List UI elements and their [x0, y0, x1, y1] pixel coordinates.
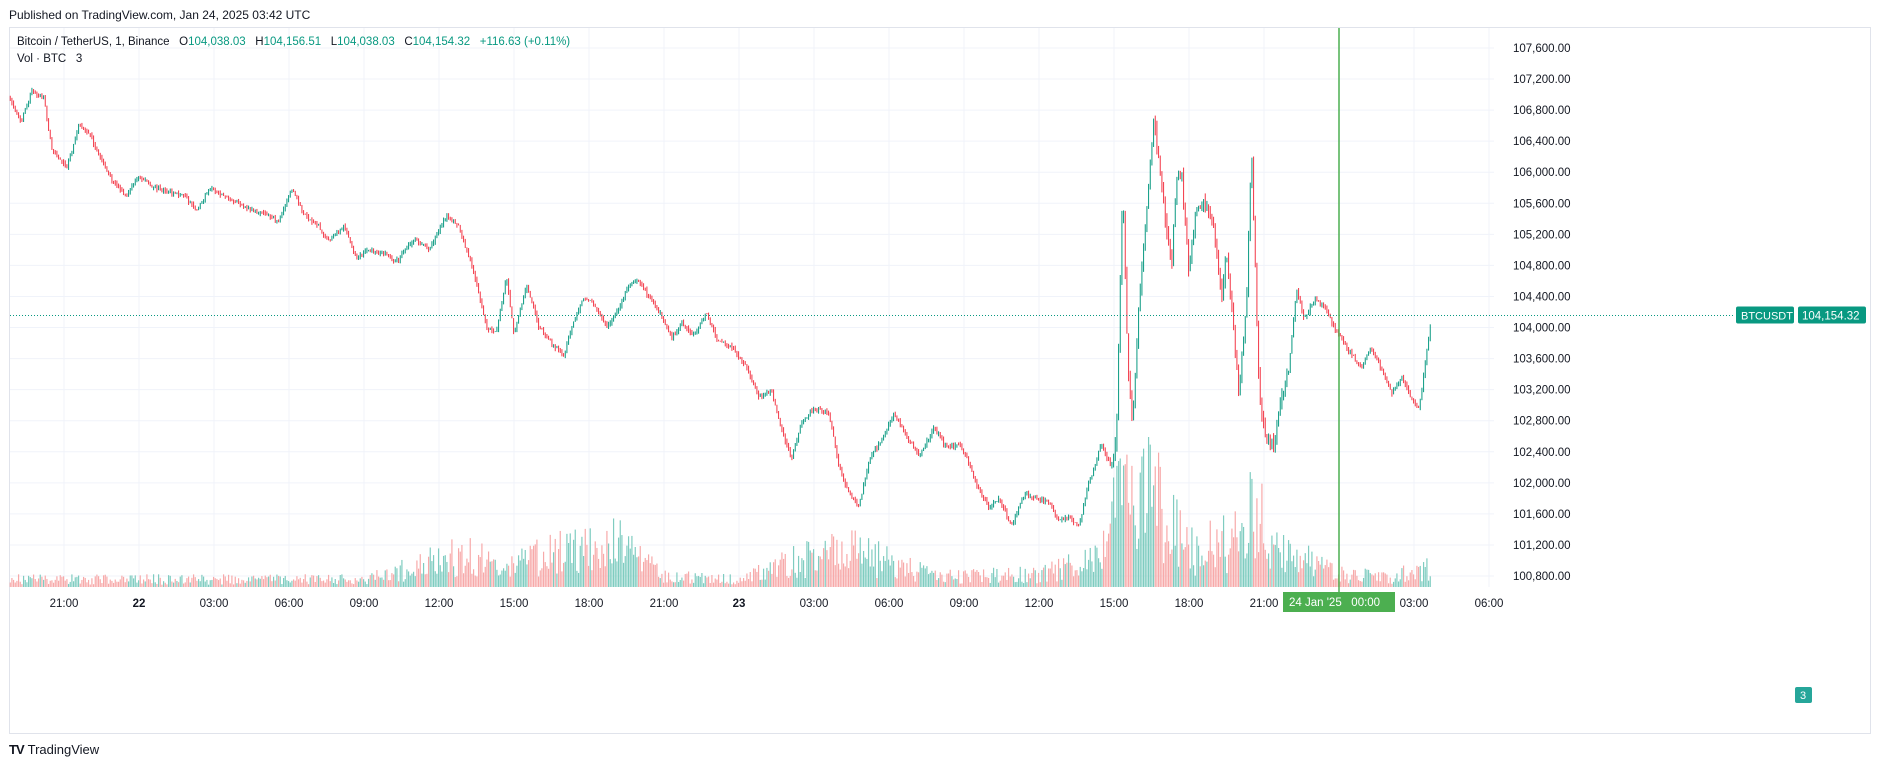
x-tick-label-7: 18:00	[575, 598, 604, 610]
change-value: +116.63 (+0.11%)	[479, 36, 571, 48]
low-value: 104,038.03	[337, 36, 395, 48]
volume-legend: Vol · BTC 3	[17, 53, 82, 65]
price-chart[interactable]: 100,800.00 101,200.00 101,600.00 102,000.00…	[0, 0, 1882, 740]
time-axis[interactable]: 21:00 22 03:00 06:00 09:00 12:00 15:00 18:00 21:…	[50, 598, 1504, 610]
x-tick-label-18: 06:00	[1475, 598, 1504, 610]
open-value: 104,038.03	[188, 36, 246, 48]
symbol-badge-label: BTCUSDT	[1741, 311, 1793, 323]
y-tick-label-13: 106,000.00	[1513, 167, 1571, 179]
volume-label[interactable]: Vol · BTC	[17, 53, 67, 65]
crosshair-time-label: 24 Jan '25 00:00	[1289, 597, 1380, 609]
volume-badge-label: 3	[1800, 690, 1806, 702]
footer-brand: TV TradingView	[9, 742, 99, 757]
x-tick-label-13: 12:00	[1025, 598, 1054, 610]
chart-frame	[9, 27, 1871, 734]
volume-badge: 3	[1795, 687, 1812, 703]
tradingview-logo-icon: TV	[9, 742, 25, 757]
y-tick-label-4: 102,400.00	[1513, 447, 1571, 459]
y-tick-label-12: 105,600.00	[1513, 198, 1571, 210]
y-tick-label-5: 102,800.00	[1513, 416, 1571, 428]
candles	[9, 87, 1431, 527]
y-tick-label-0: 100,800.00	[1513, 571, 1571, 583]
low-label: L	[330, 36, 338, 48]
y-tick-label-2: 101,600.00	[1513, 509, 1571, 521]
y-tick-label-15: 106,800.00	[1513, 105, 1571, 117]
volume-bars	[9, 437, 1431, 587]
volume-value: 3	[75, 53, 83, 65]
x-tick-label-1: 22	[133, 598, 146, 610]
x-tick-label-5: 12:00	[425, 598, 454, 610]
y-tick-label-7: 103,600.00	[1513, 354, 1571, 366]
y-tick-label-10: 104,800.00	[1513, 260, 1571, 272]
brand-name: TradingView	[27, 742, 100, 757]
y-tick-label-8: 104,000.00	[1513, 323, 1571, 335]
x-tick-label-10: 03:00	[800, 598, 829, 610]
high-label: H	[255, 36, 264, 48]
y-tick-label-14: 106,400.00	[1513, 136, 1571, 148]
price-axis[interactable]: 100,800.00 101,200.00 101,600.00 102,000.00…	[1513, 43, 1571, 583]
last-price-badge: 104,154.32	[1798, 306, 1866, 324]
symbol-title[interactable]: Bitcoin / TetherUS, 1, Binance	[17, 36, 170, 48]
x-tick-label-14: 15:00	[1100, 598, 1129, 610]
x-tick-label-3: 06:00	[275, 598, 304, 610]
x-tick-label-15: 18:00	[1175, 598, 1204, 610]
grid	[10, 28, 1494, 587]
published-note: Published on TradingView.com, Jan 24, 20…	[9, 8, 311, 22]
y-tick-label-3: 102,000.00	[1513, 478, 1571, 490]
y-tick-label-6: 103,200.00	[1513, 385, 1571, 397]
crosshair-time-badge: 24 Jan '25 00:00	[1283, 592, 1395, 612]
close-value: 104,154.32	[412, 36, 471, 48]
y-tick-label-11: 105,200.00	[1513, 229, 1571, 241]
x-tick-label-16: 21:00	[1250, 598, 1279, 610]
y-tick-label-17: 107,600.00	[1513, 43, 1571, 55]
x-tick-label-17: 03:00	[1400, 598, 1429, 610]
symbol-badge: BTCUSDT	[1736, 306, 1794, 324]
x-tick-label-6: 15:00	[500, 598, 529, 610]
x-tick-label-9: 23	[733, 598, 746, 610]
open-label: O	[179, 36, 189, 48]
x-tick-label-2: 03:00	[200, 598, 229, 610]
y-tick-label-16: 107,200.00	[1513, 74, 1571, 86]
y-tick-label-1: 101,200.00	[1513, 540, 1571, 552]
ohlc-legend: Bitcoin / TetherUS, 1, Binance O104,038.…	[17, 36, 570, 48]
y-tick-label-9: 104,400.00	[1513, 291, 1571, 303]
x-tick-label-4: 09:00	[350, 598, 379, 610]
close-label: C	[404, 36, 413, 48]
x-tick-label-12: 09:00	[950, 598, 979, 610]
high-value: 104,156.51	[263, 36, 322, 48]
x-tick-label-11: 06:00	[875, 598, 904, 610]
x-tick-label-8: 21:00	[650, 598, 679, 610]
last-price-label: 104,154.32	[1802, 311, 1860, 323]
x-tick-label-0: 21:00	[50, 598, 79, 610]
